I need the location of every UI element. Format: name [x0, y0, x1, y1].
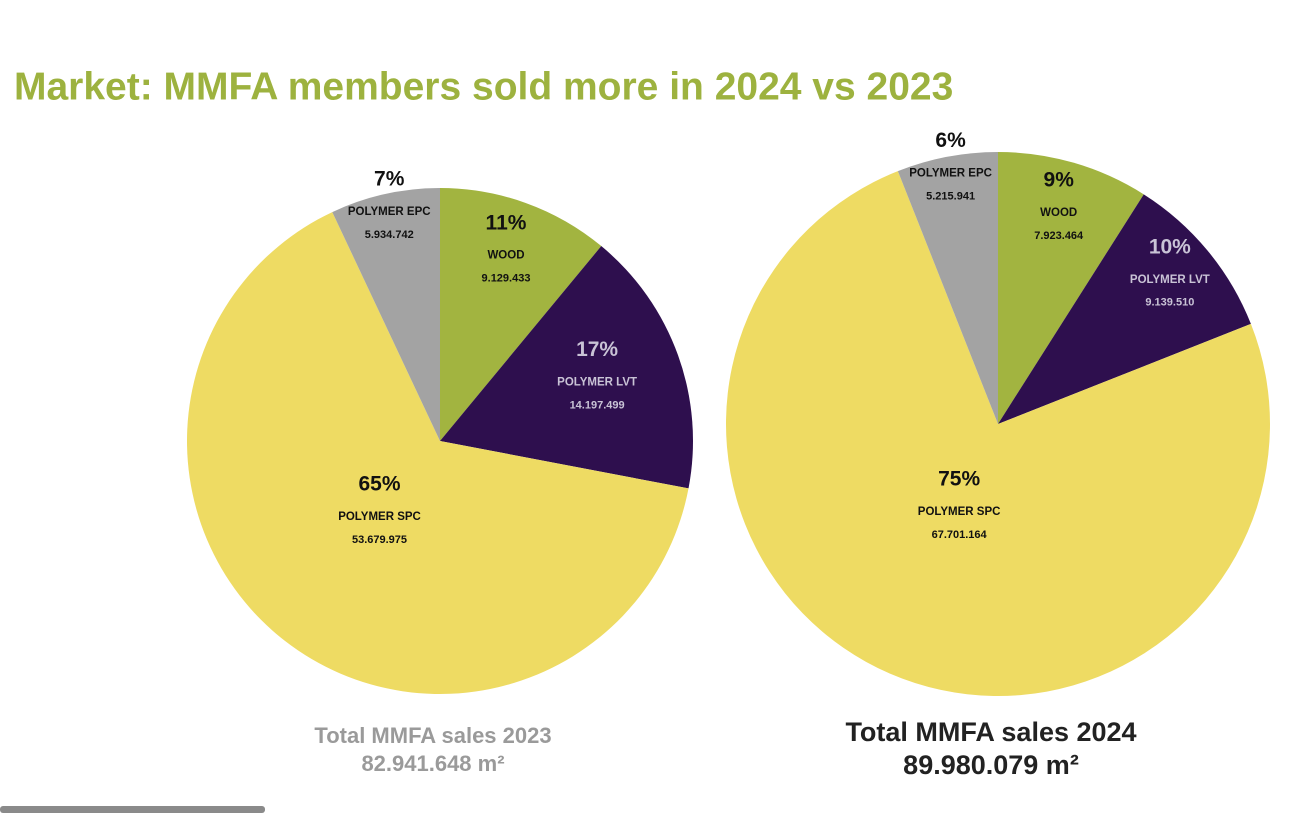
total-caption: Total MMFA sales 2023 [314, 723, 551, 748]
pie-slice [998, 194, 1251, 424]
pie-slice [998, 152, 1144, 424]
slice-percent: 17% [576, 338, 618, 361]
slice-amount: 67.701.164 [932, 529, 988, 541]
slice-amount: 9.129.433 [482, 273, 531, 285]
slice-percent: 75% [938, 467, 980, 490]
pie-slice [897, 152, 998, 424]
slice-percent: 65% [359, 473, 401, 496]
slice-percent: 7% [374, 167, 405, 190]
slice-percent: 6% [935, 129, 966, 152]
slice-amount: 5.934.742 [365, 229, 414, 241]
slice-name: POLYMER LVT [557, 376, 637, 388]
pie-slice [725, 171, 1270, 697]
total-value: 89.980.079 m² [903, 750, 1079, 780]
slice-name: POLYMER EPC [348, 206, 431, 218]
slice-name: WOOD [487, 250, 524, 262]
slice-amount: 7.923.464 [1034, 230, 1084, 242]
total-value: 82.941.648 m² [361, 751, 504, 776]
slice-name: POLYMER SPC [918, 506, 1001, 518]
pie-slice [332, 188, 440, 441]
slice-amount: 5.215.941 [926, 190, 975, 202]
slice-amount: 14.197.499 [570, 399, 625, 411]
slice-percent: 11% [486, 211, 527, 234]
total-caption: Total MMFA sales 2024 [845, 717, 1136, 747]
pie-slice [440, 188, 602, 441]
slide-title: Market: MMFA members sold more in 2024 v… [14, 65, 953, 108]
slice-amount: 53.679.975 [352, 534, 407, 546]
slice-percent: 10% [1149, 235, 1191, 258]
progress-bar [0, 806, 265, 813]
slice-name: POLYMER SPC [338, 511, 421, 523]
slice-name: POLYMER EPC [909, 168, 992, 180]
slice-amount: 9.139.510 [1145, 297, 1194, 309]
slice-percent: 9% [1044, 169, 1075, 192]
pie-slice [440, 246, 693, 489]
slice-name: POLYMER LVT [1130, 274, 1210, 286]
pie-slice [187, 212, 689, 695]
slice-name: WOOD [1040, 207, 1077, 219]
